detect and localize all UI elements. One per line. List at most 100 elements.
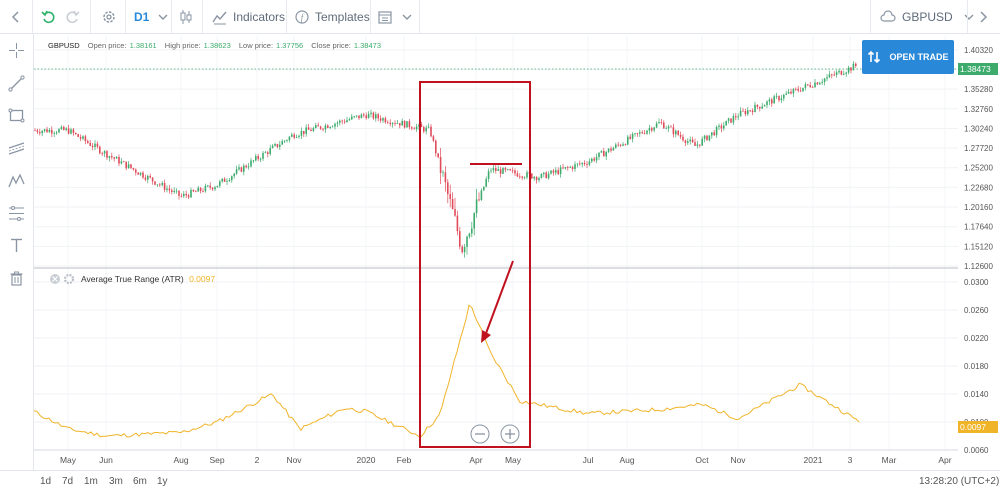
- indicators-button[interactable]: Indicators: [212, 0, 285, 33]
- candle-body: [720, 125, 723, 129]
- candle-body: [643, 133, 646, 135]
- candle-body: [600, 150, 603, 153]
- forward-icon[interactable]: [976, 0, 990, 33]
- period-6m[interactable]: 6m: [133, 476, 147, 487]
- candle-body: [708, 135, 711, 141]
- candle-body: [415, 126, 418, 130]
- candle-body: [607, 148, 610, 152]
- candle-body: [490, 170, 492, 172]
- candle-body: [802, 87, 804, 92]
- candle-body: [636, 133, 639, 134]
- timeframe-select[interactable]: D1: [134, 0, 169, 33]
- candle-body: [557, 170, 559, 175]
- candle-body: [425, 127, 427, 132]
- crosshair-icon[interactable]: [8, 42, 25, 59]
- redo-icon[interactable]: [64, 0, 80, 33]
- trend-line-icon[interactable]: [8, 75, 25, 92]
- candle-body: [125, 161, 127, 169]
- candle-body: [327, 125, 329, 128]
- candle-body: [99, 146, 101, 154]
- candle-body: [312, 128, 315, 131]
- time-tick-label: Aug: [619, 455, 634, 465]
- candle-body: [790, 91, 792, 94]
- period-1d[interactable]: 1d: [40, 476, 52, 487]
- indicator-gear-icon[interactable]: [63, 273, 75, 285]
- close-circle-icon[interactable]: [50, 274, 60, 284]
- candle-body: [341, 120, 343, 122]
- candle-body: [492, 168, 495, 171]
- time-tick-label: Oct: [695, 455, 709, 465]
- candle-body: [399, 123, 401, 126]
- candle-body: [463, 247, 466, 253]
- candle-body: [564, 167, 567, 169]
- rectangle-icon[interactable]: [8, 107, 25, 124]
- channel-icon[interactable]: [8, 140, 25, 157]
- candle-body: [63, 126, 65, 130]
- candle-body: [739, 110, 742, 117]
- header-symbol: GBPUSD: [48, 41, 80, 50]
- candle-body: [365, 115, 367, 119]
- candle-body: [257, 156, 259, 159]
- price-tick-label: 1.32760: [964, 105, 993, 114]
- candle-body: [223, 178, 226, 182]
- period-1m[interactable]: 1m: [84, 476, 98, 487]
- candle-body: [756, 104, 759, 107]
- pattern-icon[interactable]: [8, 172, 25, 189]
- calendar-select[interactable]: [378, 0, 413, 33]
- zoom-in-button[interactable]: [500, 424, 520, 444]
- period-3m[interactable]: 3m: [109, 476, 123, 487]
- candle-body: [591, 158, 593, 162]
- text-tool-icon[interactable]: [8, 237, 25, 254]
- candle-body: [473, 213, 475, 229]
- candle-body: [161, 182, 163, 185]
- candle-body: [147, 175, 149, 180]
- current-price-tag: 1.38473: [958, 63, 998, 75]
- zoom-out-button[interactable]: [470, 424, 490, 444]
- settings-gear-icon[interactable]: [101, 0, 117, 33]
- candle-body: [89, 142, 91, 146]
- candle-body: [586, 164, 588, 165]
- templates-label: Templates: [315, 9, 370, 24]
- candle-body: [65, 128, 67, 130]
- candle-body: [389, 122, 391, 125]
- trash-icon[interactable]: [8, 270, 25, 287]
- candle-body: [197, 187, 199, 192]
- candle-body: [615, 144, 617, 148]
- time-axis[interactable]: May Jun Aug Sep 2 Nov 2020 Feb Apr May Jul Aug Oct No…: [60, 455, 952, 465]
- period-7d[interactable]: 7d: [62, 476, 74, 487]
- templates-button[interactable]: f Templates: [295, 0, 370, 33]
- candle-body: [331, 126, 334, 128]
- symbol-select[interactable]: GBPUSD: [880, 0, 975, 33]
- fibonacci-icon[interactable]: [8, 205, 25, 222]
- candle-body: [185, 193, 187, 196]
- candle-body: [725, 120, 727, 126]
- period-1y[interactable]: 1y: [157, 476, 168, 487]
- candle-body: [677, 130, 679, 135]
- candlestick-type-icon[interactable]: [178, 0, 194, 33]
- candle-body: [310, 129, 312, 131]
- time-tick-label: Feb: [397, 455, 412, 465]
- candle-body: [713, 132, 715, 136]
- open-trade-button[interactable]: OPEN TRADE: [862, 40, 954, 74]
- candle-body: [449, 194, 451, 199]
- candle-body: [744, 110, 747, 115]
- price-tick-label: 1.15120: [964, 242, 993, 251]
- candle-body: [699, 144, 701, 146]
- price-tick-label: 1.30240: [964, 124, 993, 133]
- candle-body: [737, 116, 739, 118]
- candle-body: [252, 160, 255, 162]
- candle-body: [192, 189, 195, 192]
- candle-body: [82, 136, 84, 139]
- annotation-arrow: [484, 260, 514, 337]
- undo-icon[interactable]: [41, 0, 57, 33]
- candle-body: [655, 123, 658, 128]
- high-price: 1.38623: [204, 41, 231, 50]
- cloud-icon: [880, 9, 896, 22]
- candle-body: [319, 126, 322, 129]
- top-toolbar: D1 Indicators f Templates GBPUSD: [0, 0, 1000, 34]
- candle-body: [509, 169, 511, 171]
- candle-body: [468, 233, 471, 237]
- price-axis[interactable]: 1.403201.378001.352801.327601.302401.277…: [964, 46, 993, 271]
- back-icon[interactable]: [9, 0, 23, 33]
